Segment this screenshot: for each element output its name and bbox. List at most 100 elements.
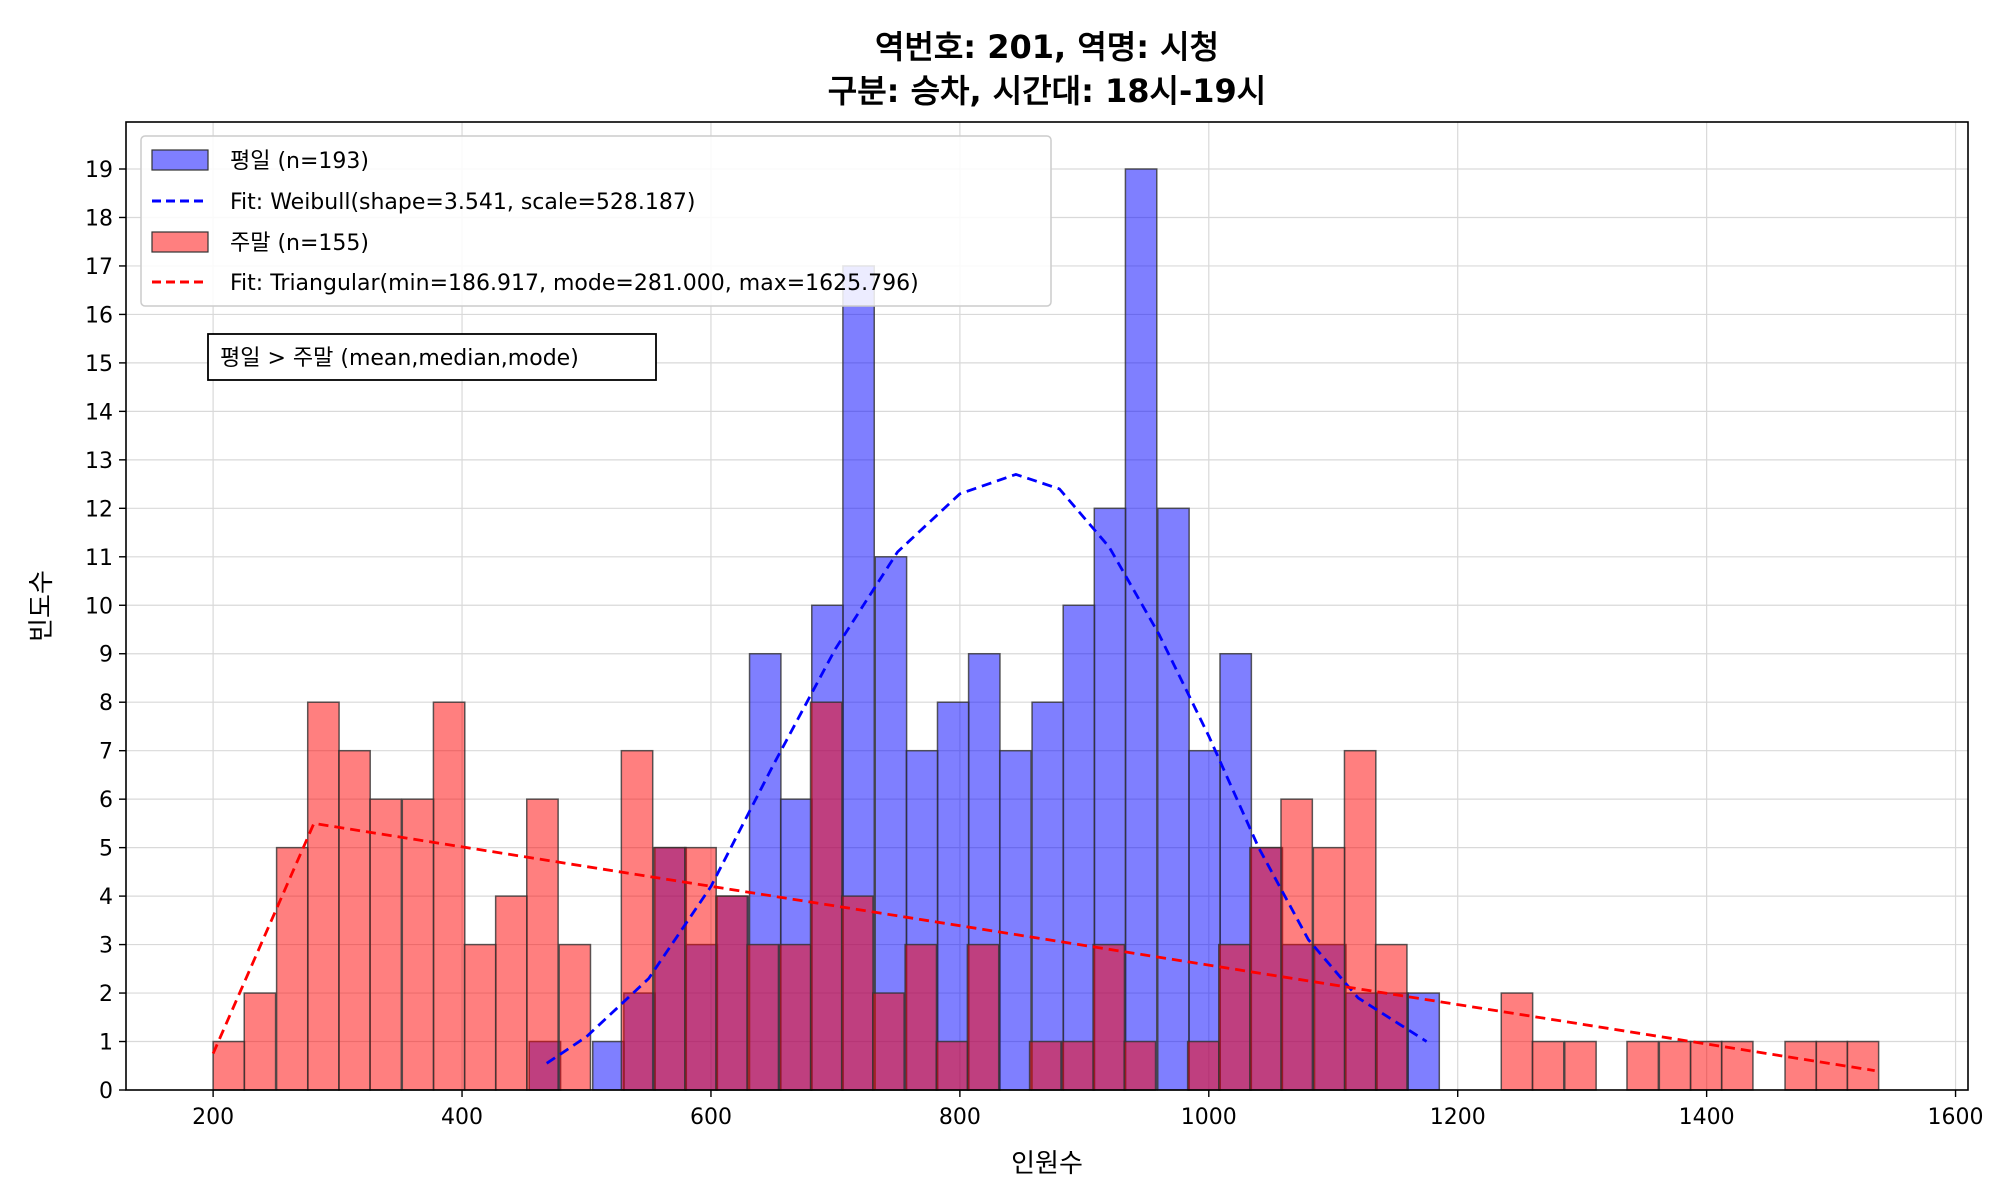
y-tick-label: 9 [99, 643, 113, 668]
bar-weekday [1407, 992, 1441, 1091]
bar-weekend [620, 749, 654, 1091]
bar-weekday [998, 749, 1032, 1091]
bar-weekend [338, 749, 371, 1091]
legend-label-triangular: Fit: Triangular(min=186.917, mode=281.00… [230, 271, 919, 296]
bar-weekend [1531, 1040, 1565, 1091]
bar-weekend [243, 992, 277, 1091]
bar-weekend [1028, 1040, 1062, 1091]
bar-weekend [463, 943, 497, 1091]
legend-label-weibull: Fit: Weibull(shape=3.541, scale=528.187) [230, 190, 696, 215]
bar-weekend [275, 846, 309, 1091]
y-tick-label: 14 [85, 400, 113, 425]
y-tick-label: 5 [99, 837, 113, 862]
bar-weekday [1188, 749, 1221, 1091]
x-tick-label: 800 [939, 1105, 981, 1130]
y-tick-label: 7 [99, 740, 113, 765]
y-tick-label: 4 [99, 885, 113, 910]
y-tick-label: 13 [85, 449, 113, 474]
bar-weekend [746, 943, 780, 1091]
y-tick-label: 1 [99, 1031, 113, 1056]
x-tick-label: 400 [441, 1105, 483, 1130]
y-tick-label: 19 [85, 158, 113, 183]
legend-swatch-weekend [151, 231, 209, 253]
bar-weekend [778, 943, 812, 1091]
bar-weekend [526, 798, 559, 1091]
bar-weekday [1124, 168, 1158, 1091]
chart-title-line2: 구분: 승차, 시간대: 18시-19시 [828, 72, 1266, 110]
y-tick-label: 0 [99, 1079, 113, 1104]
fits-layer [211, 473, 1875, 1072]
bar-weekday [936, 701, 970, 1091]
bar-weekday [1031, 701, 1065, 1091]
bars-layer [212, 168, 1880, 1091]
y-tick-label: 3 [99, 934, 113, 959]
bar-weekend [966, 943, 1000, 1091]
bar-weekend [715, 895, 749, 1091]
y-tick-label: 18 [85, 206, 113, 231]
y-tick-label: 16 [85, 303, 113, 328]
bar-weekend [935, 1040, 969, 1091]
bar-weekend [494, 895, 528, 1091]
bar-weekend [1784, 1040, 1818, 1091]
fit-line-weibull [545, 473, 1428, 1065]
bar-weekend [1092, 943, 1126, 1091]
bar-weekend [840, 895, 874, 1091]
bar-weekend [306, 701, 340, 1091]
y-tick-label: 10 [85, 594, 113, 619]
chart-title-line1: 역번호: 201, 역명: 시청 [875, 28, 1219, 66]
bar-weekend [1280, 798, 1314, 1091]
x-tick-label: 600 [690, 1105, 732, 1130]
bar-weekend [809, 701, 843, 1091]
bar-weekend [1720, 1040, 1754, 1091]
x-tick-label: 1400 [1679, 1105, 1735, 1130]
legend: 평일 (n=193) Fit: Weibull(shape=3.541, sca… [140, 135, 1052, 307]
annotation-frame [207, 333, 657, 381]
bar-weekday [1062, 604, 1096, 1091]
bar-weekend [652, 846, 686, 1091]
x-tick-label: 1600 [1928, 1105, 1984, 1130]
legend-swatch-weekday [151, 149, 209, 171]
bar-weekend [369, 798, 403, 1091]
x-axis-label: 인원수 [1011, 1149, 1083, 1179]
bar-weekend [1186, 1040, 1220, 1091]
y-tick-label: 15 [85, 352, 113, 377]
annotation-box: 평일 > 주말 (mean,median,mode) [207, 333, 657, 381]
bar-weekday [591, 1040, 625, 1091]
legend-label-weekday: 평일 (n=193) [230, 149, 369, 174]
x-tick-label: 200 [192, 1105, 234, 1130]
y-tick-label: 17 [85, 255, 113, 280]
bar-weekend [1343, 749, 1377, 1091]
y-tick-label: 11 [85, 546, 113, 571]
bar-weekend [872, 992, 905, 1091]
y-axis-label: 빈도수 [27, 570, 57, 642]
bar-weekend [401, 798, 435, 1091]
bar-weekend [1123, 1040, 1157, 1091]
y-tick-label: 12 [85, 497, 113, 522]
bar-weekend [1689, 1040, 1723, 1091]
plot-frame [125, 121, 1969, 1091]
bar-weekend [904, 943, 938, 1091]
bar-weekend [1061, 1040, 1095, 1091]
bar-weekend [1658, 1040, 1692, 1091]
bar-weekend [1626, 1040, 1660, 1091]
legend-box [140, 135, 1052, 307]
bar-weekend [432, 701, 466, 1091]
bar-weekend [212, 1040, 246, 1091]
bar-weekend [1374, 943, 1408, 1091]
annotation-text: 평일 > 주말 (mean,median,mode) [220, 346, 579, 371]
fit-line-triangular [211, 822, 1875, 1072]
bar-weekend [1500, 992, 1534, 1091]
bar-weekend [1564, 1040, 1597, 1091]
bar-weekend [558, 943, 592, 1091]
bar-weekend [1312, 846, 1346, 1091]
x-tick-label: 1000 [1181, 1105, 1237, 1130]
y-tick-label: 6 [99, 788, 113, 813]
y-tick-label: 2 [99, 982, 113, 1007]
bar-weekend [1249, 846, 1282, 1091]
x-tick-label: 1200 [1430, 1105, 1486, 1130]
bar-weekday [1157, 507, 1190, 1091]
y-tick-label: 8 [99, 691, 113, 716]
